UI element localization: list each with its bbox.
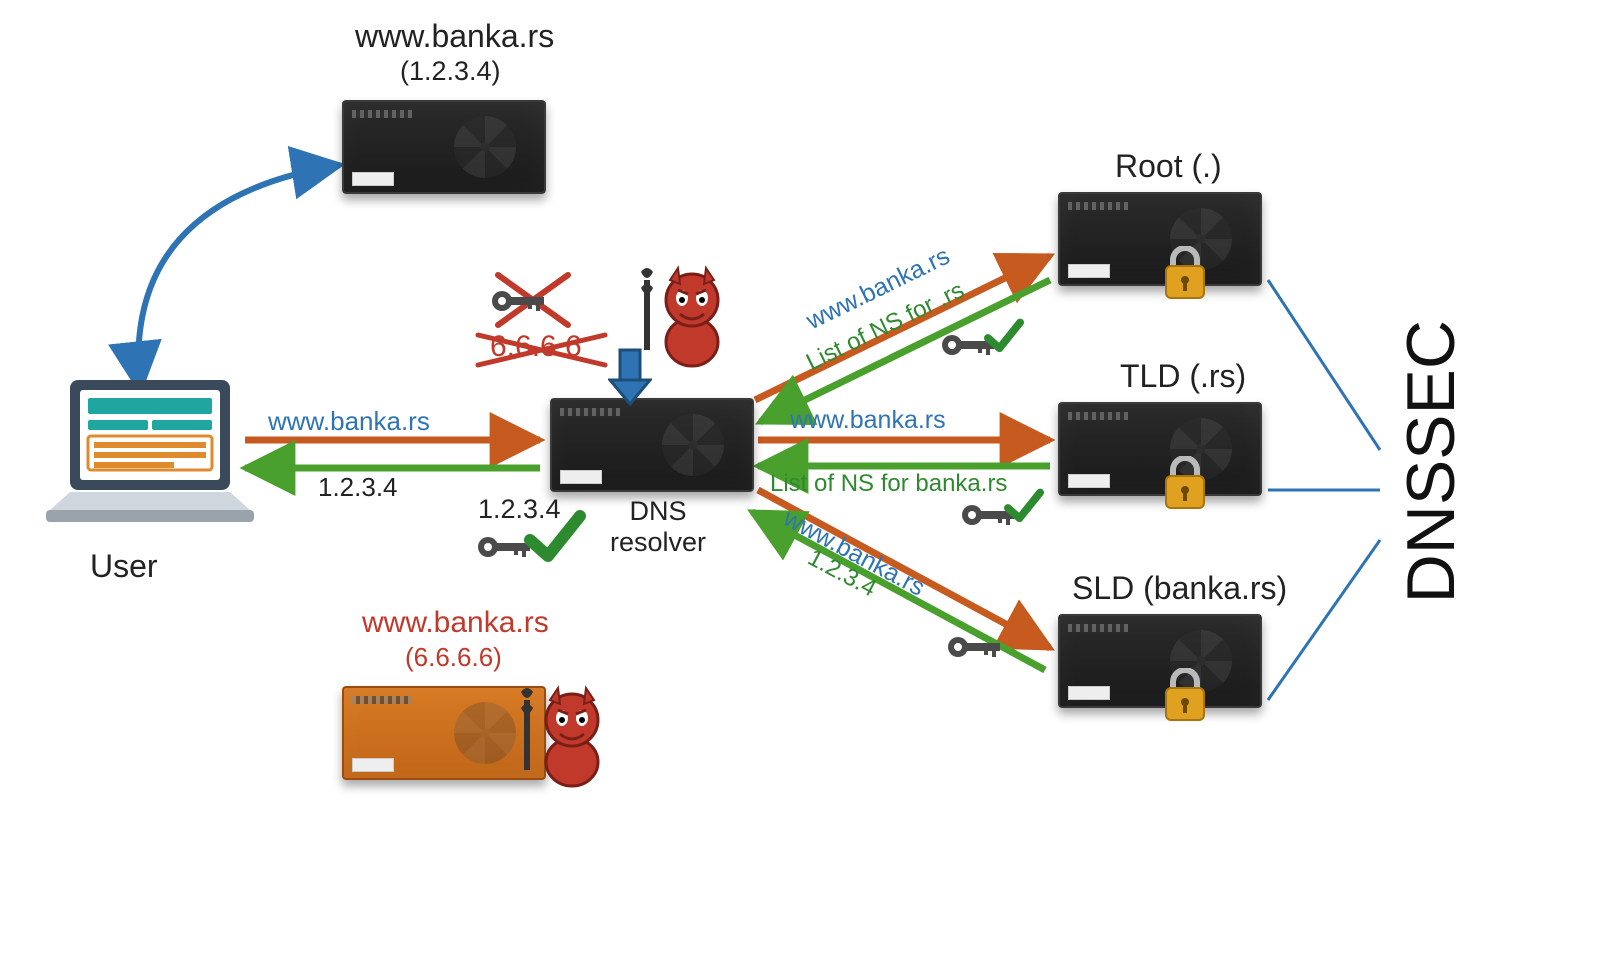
dns-resolver-server-icon (550, 398, 754, 492)
tld-label: TLD (.rs) (1120, 358, 1246, 395)
devil-icon (520, 682, 610, 792)
lock-icon (1162, 246, 1208, 302)
resolver-spoofed-ip: 6.6.6.6 (490, 330, 582, 364)
bank-real-server-icon (342, 100, 546, 194)
user-label: User (90, 548, 158, 585)
edge-resolver-tld-q: www.banka.rs (790, 406, 946, 435)
user-laptop-icon (40, 370, 260, 540)
dnssec-label: DNSSEC (1392, 320, 1470, 603)
devil-icon (640, 262, 730, 372)
check-icon (524, 506, 586, 568)
root-server-icon (1058, 192, 1262, 286)
edge-user-resolver-r: 1.2.3.4 (318, 472, 398, 503)
bank-fake-server-icon (342, 686, 546, 780)
bank-fake-sub: (6.6.6.6) (405, 642, 502, 673)
lock-icon (1162, 456, 1208, 512)
dnssec-diagram: User www.banka.rs (1.2.3.4) DNSresolver … (0, 0, 1600, 961)
root-label: Root (.) (1115, 148, 1222, 185)
check-icon (984, 316, 1024, 356)
bank-real-title: www.banka.rs (355, 18, 554, 55)
sld-label: SLD (banka.rs) (1072, 570, 1287, 607)
bank-fake-title: www.banka.rs (362, 606, 549, 640)
key-icon (946, 632, 1006, 662)
key-icon (490, 286, 550, 316)
resolver-label: DNSresolver (610, 496, 706, 558)
edge-user-resolver-q: www.banka.rs (268, 406, 430, 437)
tld-server-icon (1058, 402, 1262, 496)
user-bank-link (138, 165, 340, 390)
check-icon (1004, 486, 1044, 526)
bank-real-sub: (1.2.3.4) (400, 56, 501, 87)
edge-resolver-tld-r: List of NS for banka.rs (770, 470, 1007, 498)
sld-server-icon (1058, 614, 1262, 708)
lock-icon (1162, 668, 1208, 724)
